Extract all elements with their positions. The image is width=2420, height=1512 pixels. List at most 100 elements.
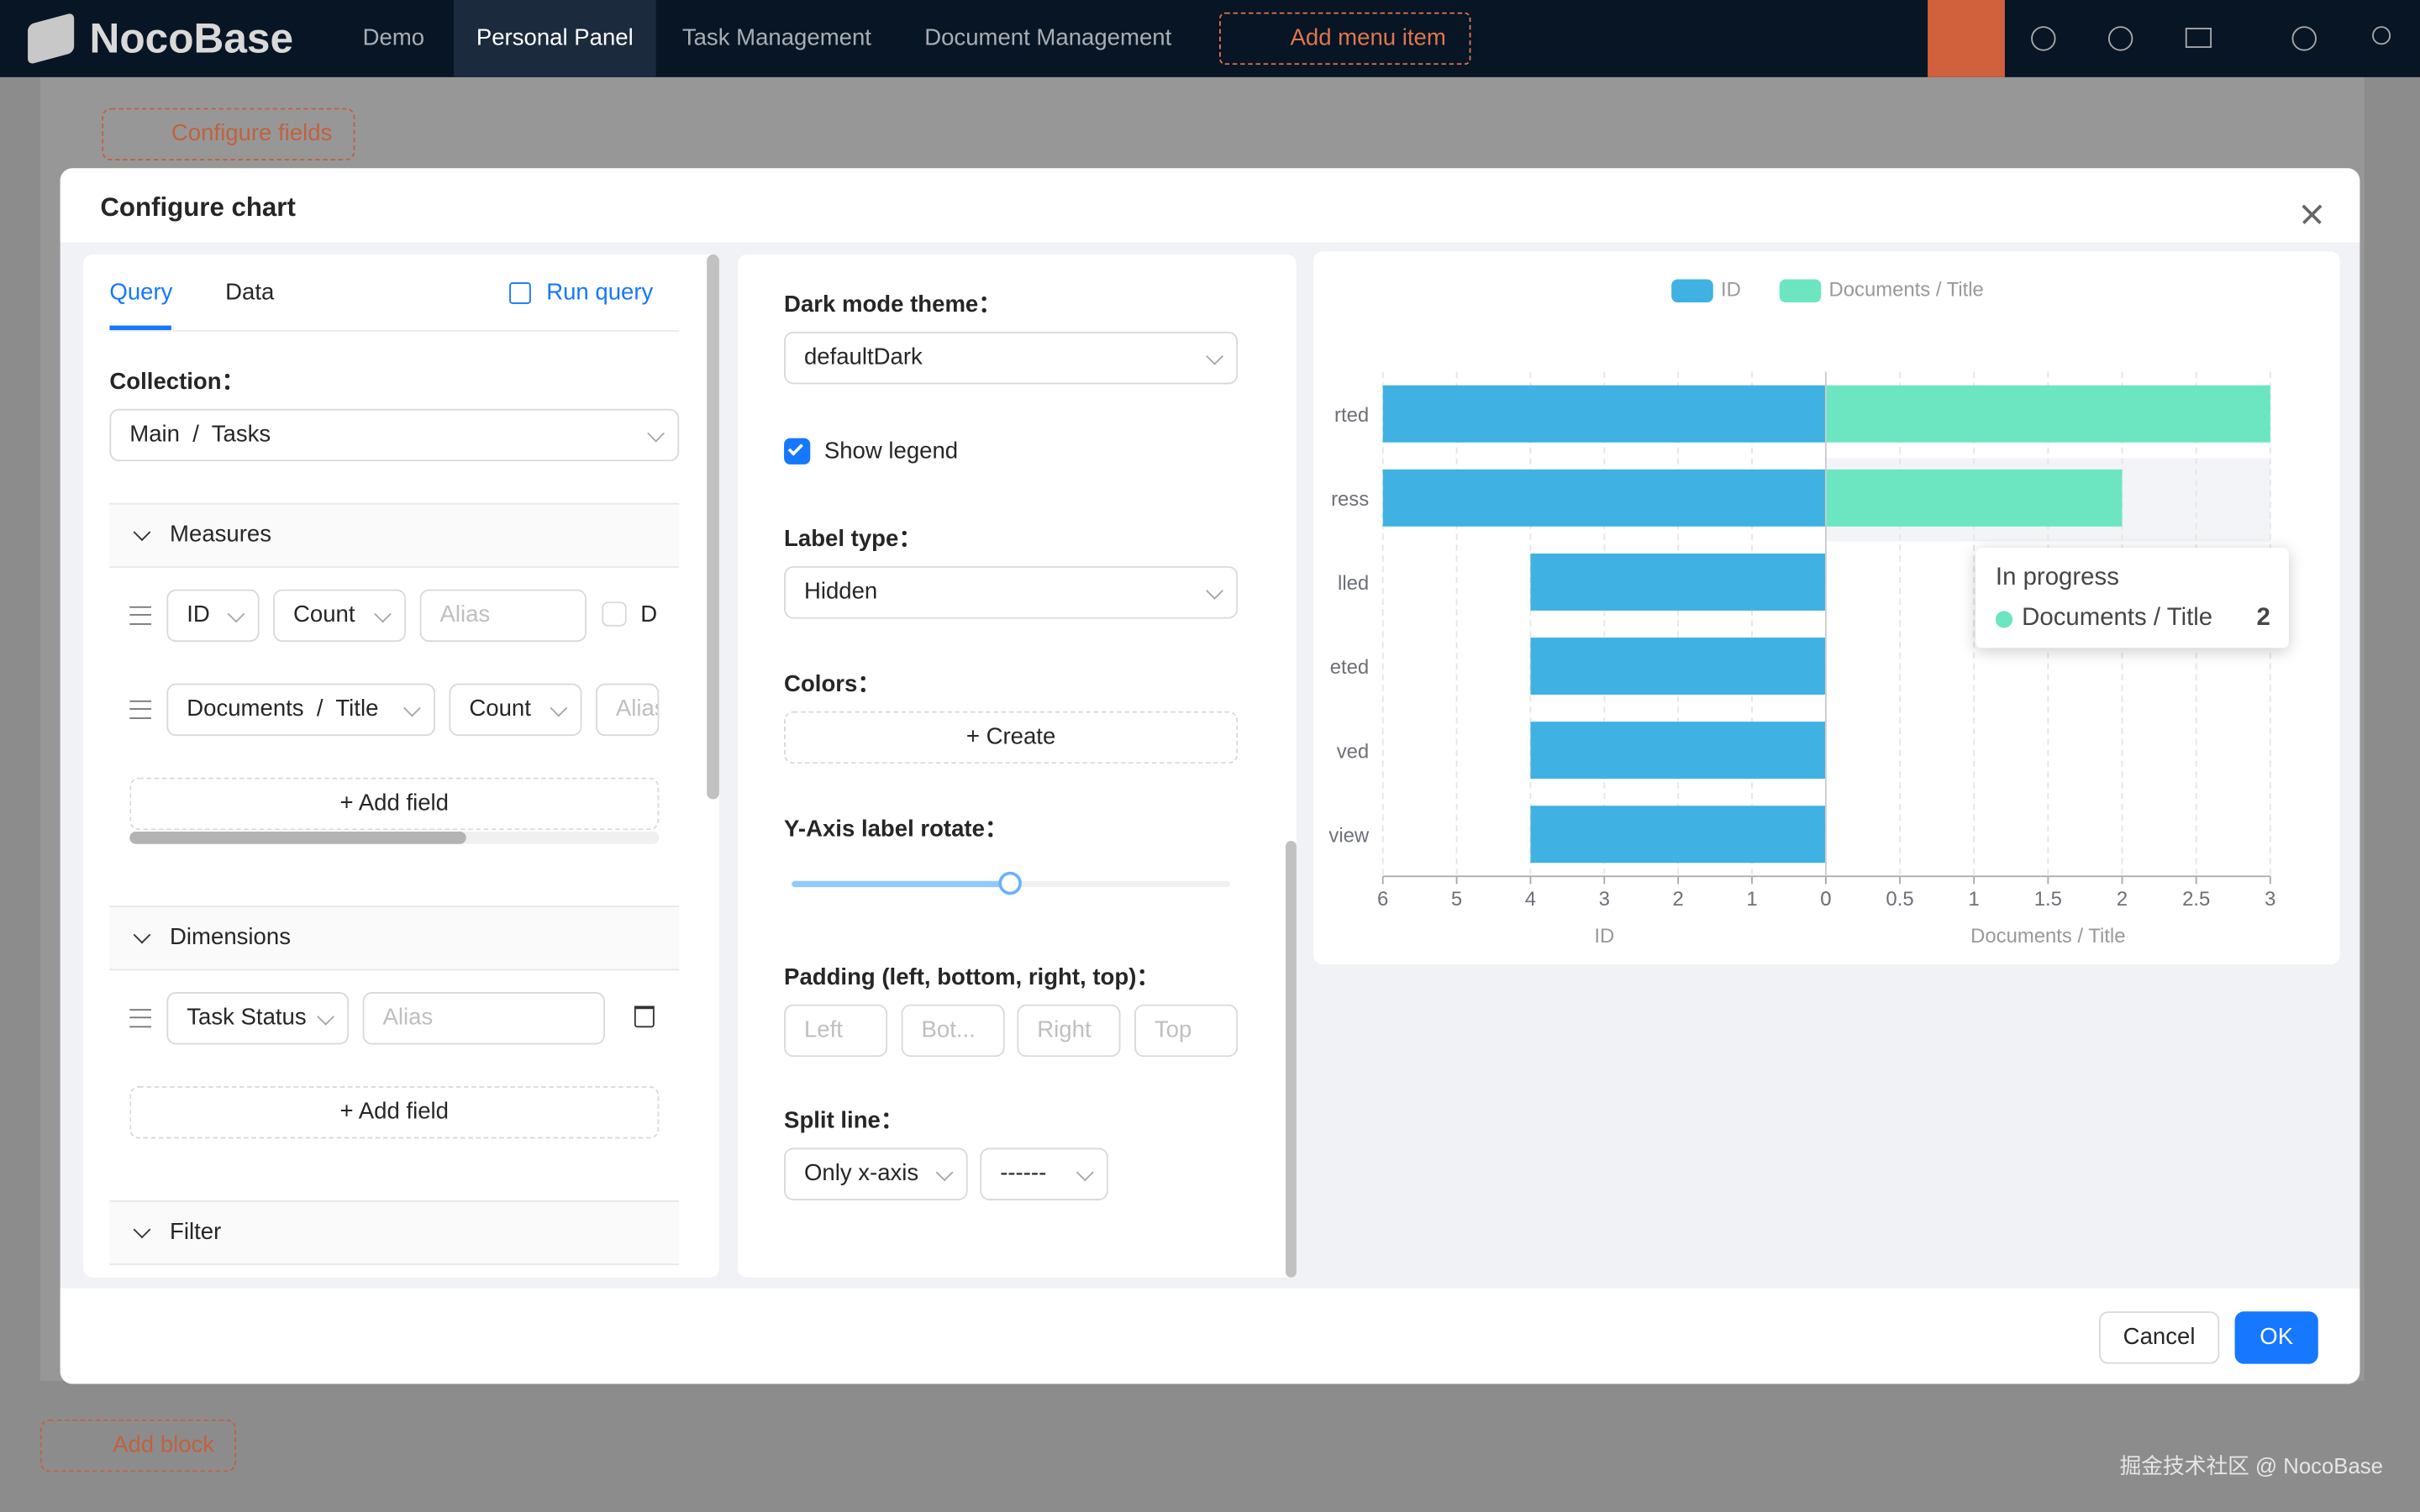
legend-swatch: [1779, 279, 1822, 303]
button-text: OK: [2260, 1323, 2294, 1351]
aggregate-select[interactable]: Count: [273, 589, 407, 643]
x-tick-label: 0: [1820, 888, 1831, 911]
measures-header[interactable]: Measures: [109, 502, 680, 568]
padding-input[interactable]: Right: [1017, 1004, 1121, 1058]
padding-input[interactable]: Left: [784, 1004, 888, 1058]
ok-button[interactable]: OK: [2234, 1311, 2318, 1364]
form-label: Y-Axis label rotate：: [784, 816, 1008, 843]
user-icon[interactable]: [2372, 26, 2391, 45]
placeholder: Alias: [382, 1004, 434, 1031]
bar: [1530, 553, 1826, 611]
cancel-button[interactable]: Cancel: [2098, 1311, 2220, 1364]
plugin-icon[interactable]: [2031, 26, 2056, 51]
drag-handle[interactable]: [129, 1009, 152, 1028]
button-text: Add field: [358, 1098, 450, 1125]
placeholder: Right: [1037, 1016, 1092, 1043]
drag-handle[interactable]: [129, 606, 152, 625]
checkbox-label: D: [640, 601, 658, 628]
modal-footer: [60, 1288, 2360, 1384]
scrollbar[interactable]: [1286, 841, 1297, 1278]
y-tick-label: ress: [1331, 488, 1369, 511]
select-value: Hidden: [803, 578, 878, 606]
select-value: Only x-axis: [803, 1160, 919, 1187]
delete-icon[interactable]: [634, 1005, 655, 1028]
x-tick-label: 3: [2265, 888, 2275, 911]
alias-input[interactable]: Alias: [362, 992, 606, 1045]
mail-icon[interactable]: [2185, 28, 2212, 48]
button-text: Add field: [358, 790, 450, 816]
checkbox-checked[interactable]: [784, 438, 811, 465]
button-text: Create: [986, 723, 1056, 750]
tooltip-value: 2: [2256, 605, 2270, 632]
split-line-select[interactable]: Only x-axis: [784, 1147, 968, 1200]
h-scrollbar[interactable]: [129, 832, 466, 844]
bar: [1382, 469, 1826, 527]
x-tick-label: 2: [2117, 888, 2128, 911]
watermark: 掘金技术社区 @ NocoBase: [2119, 1453, 2383, 1478]
section-title: Filter: [170, 1219, 222, 1246]
run-query[interactable]: Run query: [546, 279, 654, 306]
select-value: defaultDark: [803, 344, 923, 370]
bar: [1825, 469, 2123, 527]
checkbox[interactable]: [602, 601, 627, 627]
drag-handle[interactable]: [129, 700, 152, 719]
field-select[interactable]: Documents / Title: [166, 683, 435, 737]
bar: [1530, 806, 1826, 864]
select-value: Documents / Title: [187, 696, 379, 722]
select-value: Count: [469, 696, 531, 722]
line-style-select[interactable]: ------: [980, 1147, 1108, 1200]
configure-fields-button[interactable]: Configure fields: [102, 108, 355, 161]
settings-icon[interactable]: [2107, 26, 2133, 51]
x-tick-label: 4: [1525, 888, 1536, 911]
padding-input[interactable]: Top: [1134, 1004, 1239, 1058]
ui-editor-toggle[interactable]: [1928, 0, 2005, 77]
bar: [1825, 385, 2270, 443]
nav-item[interactable]: Demo: [362, 24, 425, 51]
padding-input[interactable]: Bot...: [901, 1004, 1005, 1058]
label-type-select[interactable]: Hidden: [784, 566, 1239, 619]
filter-header[interactable]: Filter: [109, 1200, 680, 1266]
x-tick-label: 3: [1599, 888, 1610, 911]
x-tick-label: 6: [1377, 888, 1388, 911]
slider-handle[interactable]: [998, 871, 1022, 895]
field-select[interactable]: ID: [166, 589, 260, 643]
run-icon: [509, 282, 531, 304]
alias-input[interactable]: Alias: [595, 683, 660, 737]
x-tick-label: 0.5: [1886, 888, 1913, 911]
form-label: Label type：: [784, 526, 922, 553]
x-tick-label: 5: [1451, 888, 1462, 911]
field-select[interactable]: Task Status: [166, 992, 350, 1045]
y-tick-label: lled: [1338, 572, 1369, 595]
y-tick-label: ved: [1337, 740, 1369, 763]
nav-item[interactable]: Task Management: [681, 24, 871, 51]
x-tick-label: 0: [1820, 888, 1831, 911]
help-icon[interactable]: [2291, 26, 2317, 51]
create-color-button[interactable]: + Create: [784, 711, 1239, 764]
nav-item[interactable]: Personal Panel: [454, 0, 656, 77]
modal-header: [60, 168, 2360, 243]
add-field-button[interactable]: + Add field: [129, 777, 660, 831]
alias-input[interactable]: Alias: [419, 589, 587, 643]
legend-swatch: [1671, 279, 1713, 303]
tab[interactable]: Data: [225, 279, 275, 306]
placeholder: Top: [1154, 1016, 1192, 1043]
add-field-button[interactable]: + Add field: [129, 1086, 660, 1139]
add-menu-item[interactable]: Add menu item: [1219, 12, 1471, 66]
add-block-button[interactable]: Add block: [39, 1419, 237, 1473]
nav-item[interactable]: Document Management: [924, 24, 1172, 51]
aggregate-select[interactable]: Count: [449, 683, 582, 737]
logo[interactable]: NocoBase: [89, 15, 294, 62]
dimensions-header[interactable]: Dimensions: [109, 906, 680, 971]
y-tick-label: rted: [1334, 404, 1369, 427]
x-tick-label: 1: [1746, 888, 1757, 911]
tab-active[interactable]: Query: [109, 279, 173, 306]
collection-select[interactable]: Main / Tasks: [109, 408, 680, 462]
tooltip-series: Documents / Title: [2022, 605, 2213, 632]
form-label: Colors：: [784, 670, 881, 698]
scrollbar[interactable]: [707, 255, 719, 800]
select-value: Main / Tasks: [129, 421, 271, 448]
theme-select[interactable]: defaultDark: [784, 331, 1239, 385]
legend-label: ID: [1721, 279, 1741, 302]
tooltip-title: In progress: [1995, 564, 2119, 591]
